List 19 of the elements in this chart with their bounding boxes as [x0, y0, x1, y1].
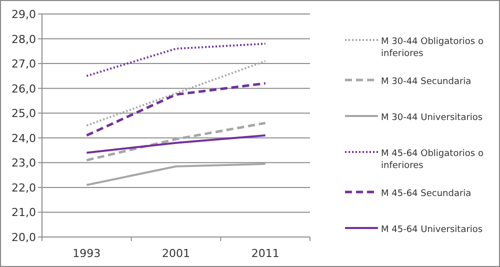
y-tick-label: 29,0 — [12, 8, 36, 21]
x-tick-label: 2011 — [251, 247, 280, 260]
y-tick-label: 21,0 — [12, 206, 36, 220]
legend-label: M 30-44 Obligatorios o inferiores — [381, 37, 484, 59]
y-tick-label: 23,0 — [12, 156, 36, 170]
x-tick-label: 1993 — [72, 247, 101, 260]
legend-label: M 45-64 Universitarios — [381, 225, 483, 235]
legend-label: M 45-64 Obligatorios o inferiores — [381, 149, 484, 171]
y-tick-label: 26,0 — [12, 82, 36, 96]
y-tick-label: 20,0 — [12, 231, 36, 244]
legend-label: M 30-44 Secundaria — [381, 77, 472, 87]
y-tick-label: 24,0 — [12, 132, 36, 145]
x-tick-label: 2001 — [162, 247, 190, 260]
legend-label: M 45-64 Secundaria — [381, 189, 472, 199]
y-tick-label: 28,0 — [12, 32, 36, 46]
y-tick-label: 22,0 — [12, 181, 36, 194]
y-tick-label: 27,0 — [12, 58, 36, 71]
y-tick-label: 25,0 — [12, 107, 36, 120]
legend-label: M 30-44 Universitarios — [381, 113, 483, 123]
